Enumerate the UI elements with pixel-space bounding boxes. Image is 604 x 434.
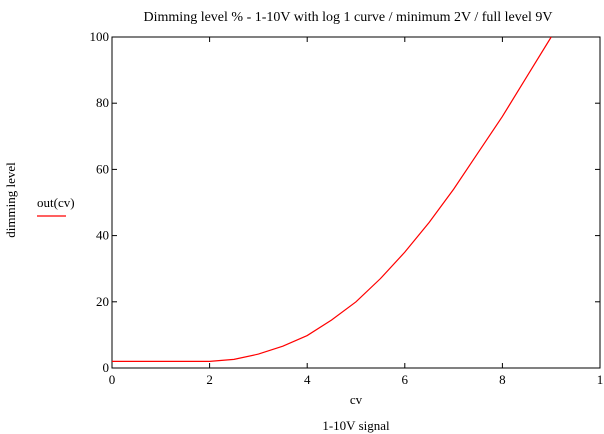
x-tick-label: 0 <box>109 372 116 387</box>
y-tick-label: 60 <box>96 161 109 176</box>
x-axis-ticks: 0 2 4 6 8 1 <box>109 37 604 387</box>
y-tick-label: 100 <box>90 29 110 44</box>
x-tick-label: 6 <box>402 372 409 387</box>
x-axis-secondary-label: 1-10V signal <box>322 418 390 433</box>
x-tick-label: 2 <box>206 372 213 387</box>
chart-title: Dimming level % - 1-10V with log 1 curve… <box>144 10 553 25</box>
series-line-out-cv <box>112 36 552 362</box>
y-axis-label: dimming level <box>3 162 18 238</box>
x-tick-label: 8 <box>499 372 506 387</box>
plot-frame <box>111 36 601 369</box>
y-tick-label: 40 <box>96 228 109 243</box>
y-tick-label: 0 <box>103 360 110 375</box>
x-axis-label: cv <box>350 392 363 407</box>
y-axis-ticks: 0 20 40 60 80 100 <box>90 29 600 375</box>
legend-label-out-cv: out(cv) <box>37 195 75 210</box>
x-tick-label: 4 <box>304 372 311 387</box>
y-tick-label: 20 <box>96 294 109 309</box>
y-tick-label: 80 <box>96 95 109 110</box>
x-tick-label: 1 <box>597 372 604 387</box>
